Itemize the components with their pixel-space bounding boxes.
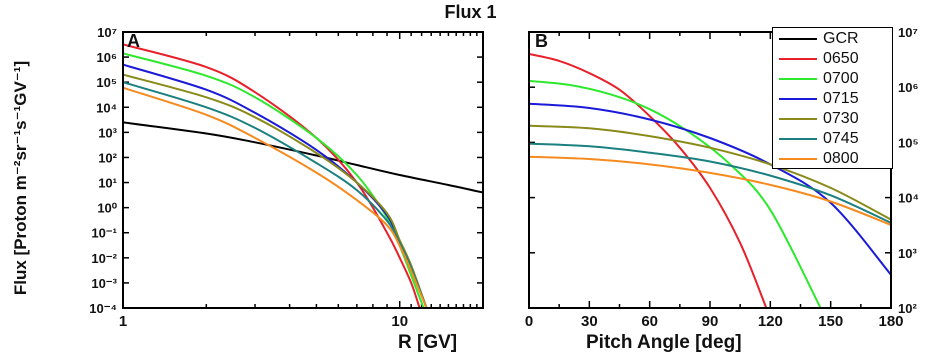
legend-label: 0800 bbox=[823, 150, 859, 167]
y-tick-label-b: 10³ bbox=[898, 246, 917, 261]
legend-label: GCR bbox=[823, 30, 859, 47]
figure-title: Flux 1 bbox=[444, 2, 497, 22]
y-tick-label-a: 10⁰ bbox=[97, 201, 117, 216]
y-tick-label-b: 10⁴ bbox=[898, 191, 919, 206]
y-tick-label-b: 10⁷ bbox=[898, 25, 918, 40]
series-line-0715 bbox=[529, 102, 891, 276]
legend-item: GCR bbox=[773, 29, 892, 48]
legend-swatch bbox=[779, 138, 817, 140]
legend-swatch bbox=[779, 78, 817, 80]
legend-label: 0700 bbox=[823, 70, 859, 87]
series-line-0800 bbox=[529, 155, 891, 226]
legend-item: 0715 bbox=[773, 89, 892, 108]
y-tick-label-b: 10² bbox=[898, 301, 917, 316]
legend-label: 0650 bbox=[823, 50, 859, 67]
legend-item: 0800 bbox=[773, 149, 892, 168]
y-tick-label-b: 10⁵ bbox=[898, 135, 919, 150]
series-line-0650 bbox=[529, 53, 768, 308]
y-tick-label-a: 10⁷ bbox=[97, 25, 117, 40]
legend-swatch bbox=[779, 118, 817, 120]
panel-b-frame bbox=[528, 31, 892, 309]
legend-swatch bbox=[779, 58, 817, 60]
series-line-0650 bbox=[123, 43, 421, 308]
series-line-0700 bbox=[529, 79, 822, 308]
legend-swatch bbox=[779, 98, 817, 100]
x-tick-label-a: 1 bbox=[119, 313, 127, 330]
x-axis-label-a: R [GV] bbox=[398, 332, 458, 353]
legend-label: 0730 bbox=[823, 110, 859, 127]
y-tick-label-a: 10⁻⁴ bbox=[89, 301, 117, 316]
y-tick-label-a: 10⁻² bbox=[91, 251, 117, 266]
series-line-0730 bbox=[529, 124, 891, 221]
x-tick-label-b: 90 bbox=[702, 313, 719, 330]
y-tick-label-a: 10⁴ bbox=[96, 100, 117, 115]
series-line-0745 bbox=[123, 81, 428, 308]
y-tick-label-a: 10⁻³ bbox=[91, 276, 117, 291]
legend-swatch bbox=[779, 38, 817, 40]
legend-item: 0745 bbox=[773, 129, 892, 148]
x-tick-label-b: 30 bbox=[581, 313, 598, 330]
legend-item: 0650 bbox=[773, 49, 892, 68]
x-tick-label-b: 60 bbox=[641, 313, 658, 330]
series-line-GCR bbox=[123, 121, 483, 194]
panel-label-a: A bbox=[127, 31, 140, 51]
y-tick-label-a: 10² bbox=[98, 150, 117, 165]
y-tick-label-a: 10⁻¹ bbox=[91, 226, 117, 241]
x-tick-label-b: 0 bbox=[525, 313, 533, 330]
x-tick-label-a: 10 bbox=[391, 313, 408, 330]
x-axis-label-b: Pitch Angle [deg] bbox=[586, 332, 742, 353]
y-tick-label-a: 10¹ bbox=[98, 176, 117, 191]
legend-label: 0715 bbox=[823, 90, 859, 107]
panel-label-b: B bbox=[535, 31, 548, 51]
y-tick-label-a: 10⁵ bbox=[96, 75, 117, 90]
legend-item: 0700 bbox=[773, 69, 892, 88]
series-line-0700 bbox=[123, 52, 425, 308]
x-tick-label-b: 180 bbox=[878, 313, 903, 330]
y-tick-label-b: 10⁶ bbox=[898, 80, 918, 95]
panel-a-frame bbox=[122, 31, 484, 309]
series-line-0745 bbox=[529, 142, 891, 224]
legend-label: 0745 bbox=[823, 130, 859, 147]
legend: GCR 0650 0700 0715 0730 0745 0800 bbox=[772, 27, 893, 169]
y-tick-label-a: 10⁶ bbox=[97, 50, 117, 65]
series-line-0730 bbox=[123, 73, 428, 308]
y-tick-label-a: 10³ bbox=[98, 125, 117, 140]
series-line-0800 bbox=[123, 86, 428, 308]
x-tick-label-b: 120 bbox=[758, 313, 783, 330]
legend-swatch bbox=[779, 158, 817, 160]
x-tick-label-b: 150 bbox=[818, 313, 843, 330]
legend-item: 0730 bbox=[773, 109, 892, 128]
